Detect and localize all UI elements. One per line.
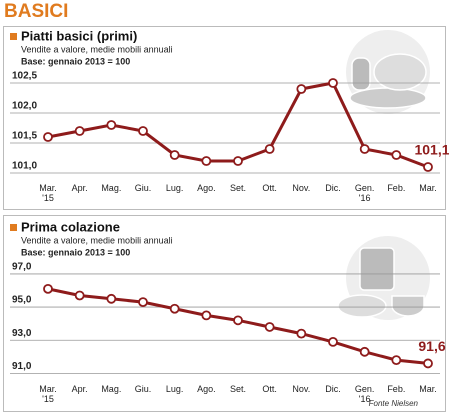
value-label: 101,1 xyxy=(414,142,449,158)
subtitle: Vendite a valore, medie mobili annuali xyxy=(21,44,173,54)
x-tick-label: Giu. xyxy=(134,384,152,394)
y-tick-label: 93,0 xyxy=(12,328,32,339)
y-tick-label: 101,5 xyxy=(12,131,37,142)
x-tick-label: Set. xyxy=(229,384,246,394)
x-tick-label: Ago. xyxy=(197,384,216,394)
y-tick-label: 102,5 xyxy=(12,71,37,82)
point xyxy=(328,336,338,347)
x-tick-label: Feb. xyxy=(387,384,406,394)
x-tick-label: Nov. xyxy=(292,183,311,193)
x-tick-label: Mar. '15 xyxy=(39,183,57,203)
note: Base: gennaio 2013 = 100 xyxy=(21,56,130,66)
point xyxy=(423,358,433,369)
point xyxy=(296,84,307,94)
point xyxy=(201,310,212,321)
point xyxy=(138,126,148,136)
y-tick-label: 95,0 xyxy=(12,295,32,306)
x-tick-label: Lug. xyxy=(165,384,184,394)
point xyxy=(328,78,338,88)
y-tick-label: 101,0 xyxy=(12,161,37,172)
point xyxy=(264,144,275,154)
subtitle: Vendite a valore, medie mobili annuali xyxy=(21,235,173,245)
point xyxy=(201,156,212,166)
x-tick-label: Lug. xyxy=(165,183,184,193)
point xyxy=(74,290,85,301)
x-tick-label: Dic. xyxy=(325,183,341,193)
x-tick-label: Nov. xyxy=(292,384,311,394)
y-tick-label: 97,0 xyxy=(12,262,32,273)
point xyxy=(233,156,243,166)
x-tick-label: Mar. xyxy=(419,384,437,394)
x-tick-label: Mag. xyxy=(101,384,122,394)
point xyxy=(296,328,307,339)
point xyxy=(391,355,402,366)
point xyxy=(106,293,117,304)
x-tick-label: Mag. xyxy=(101,183,122,193)
point xyxy=(74,126,85,136)
title-marker xyxy=(10,224,17,231)
icon-breakfast xyxy=(337,236,430,320)
y-tick-label: 102,0 xyxy=(12,101,37,112)
x-tick-label: Apr. xyxy=(71,384,88,394)
value-label: 91,6 xyxy=(418,338,445,354)
header: BASICI xyxy=(4,1,68,22)
y-tick-label: 91,0 xyxy=(12,361,32,372)
x-tick-label: Feb. xyxy=(387,183,406,193)
point xyxy=(43,132,53,142)
note: Base: gennaio 2013 = 100 xyxy=(21,247,130,257)
x-tick-label: Ott. xyxy=(262,183,277,193)
chart-title: Piatti basici (primi) xyxy=(21,28,137,43)
point xyxy=(359,144,370,154)
point xyxy=(169,303,180,314)
x-tick-label: Apr. xyxy=(71,183,88,193)
x-tick-label: Gen. '16 xyxy=(354,384,375,404)
point xyxy=(423,162,433,172)
point xyxy=(138,297,148,308)
x-tick-label: Ott. xyxy=(262,384,277,394)
x-tick-label: Mar. xyxy=(419,183,437,193)
point xyxy=(391,150,402,160)
chart-title: Prima colazione xyxy=(21,219,120,234)
point xyxy=(359,346,370,357)
x-tick-label: Mar. '15 xyxy=(39,384,57,404)
point xyxy=(169,150,180,160)
icon-food xyxy=(346,30,430,114)
point xyxy=(233,315,243,326)
x-tick-label: Giu. xyxy=(134,183,152,193)
x-tick-label: Gen. '16 xyxy=(354,183,375,203)
source: Fonte Nielsen xyxy=(369,399,419,408)
x-tick-label: Set. xyxy=(229,183,246,193)
point xyxy=(264,322,275,332)
x-tick-label: Dic. xyxy=(325,384,341,394)
point xyxy=(106,120,117,130)
point xyxy=(43,283,53,294)
title-marker xyxy=(10,33,17,40)
x-tick-label: Ago. xyxy=(197,183,216,193)
